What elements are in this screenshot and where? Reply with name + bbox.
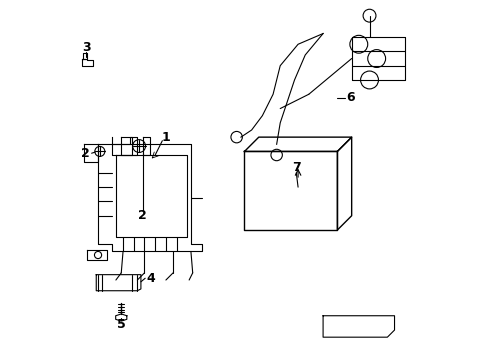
Text: 2: 2 — [138, 209, 147, 222]
Text: 5: 5 — [117, 318, 125, 331]
Text: 3: 3 — [82, 41, 90, 54]
Text: 1: 1 — [161, 131, 170, 144]
Text: 4: 4 — [146, 272, 155, 285]
Text: 2: 2 — [81, 147, 90, 160]
Text: 6: 6 — [346, 91, 354, 104]
Text: 7: 7 — [291, 161, 300, 174]
